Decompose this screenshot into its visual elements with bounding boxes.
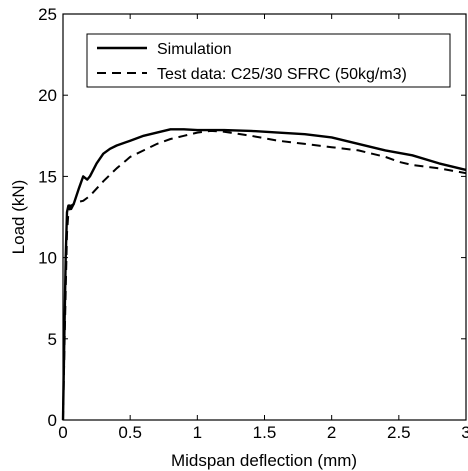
x-tick-label: 1: [193, 423, 202, 442]
y-tick-label: 15: [38, 167, 57, 186]
y-tick-label: 5: [48, 330, 57, 349]
x-axis-title: Midspan deflection (mm): [171, 451, 357, 470]
axis-tick-labels: 0 0.5 1 1.5 2 2.5 3 0 5 10 15 20 25: [38, 5, 468, 442]
x-tick-label: 2.5: [387, 423, 411, 442]
series-line-simulation: [61, 128, 467, 421]
x-tick-label: 3: [461, 423, 468, 442]
y-axis-title: Load (kN): [9, 180, 28, 255]
x-tick-label: 0: [58, 423, 67, 442]
y-tick-label: 25: [38, 5, 57, 24]
legend-label-test-data: Test data: C25/30 SFRC (50kg/m3): [157, 66, 407, 83]
y-tick-label: 10: [38, 249, 57, 268]
legend: Simulation Test data: C25/30 SFRC (50kg/…: [86, 33, 451, 88]
series-line-test-data: [62, 129, 467, 421]
y-tick-label: 20: [38, 86, 57, 105]
series-lines: [61, 128, 467, 421]
x-tick-label: 1.5: [253, 423, 277, 442]
y-tick-label: 0: [48, 411, 57, 430]
legend-label-simulation: Simulation: [157, 41, 232, 58]
x-tick-label: 0.5: [118, 423, 142, 442]
legend-box: [86, 33, 451, 88]
x-tick-label: 2: [327, 423, 336, 442]
